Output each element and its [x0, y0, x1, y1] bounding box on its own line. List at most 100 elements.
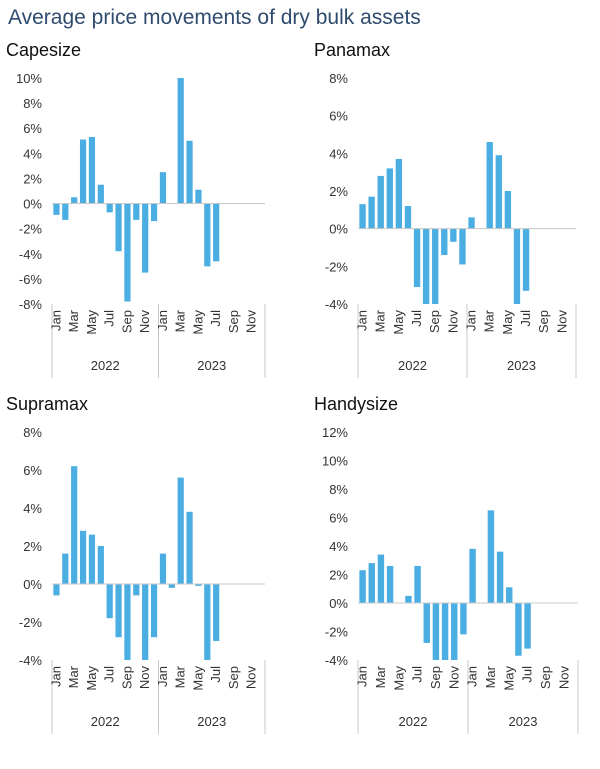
bar	[495, 155, 502, 229]
x-tick-label: Sep	[427, 310, 442, 333]
y-tick-label: 0%	[23, 197, 42, 212]
bar	[386, 565, 394, 603]
x-tick-label: May	[190, 666, 205, 691]
bar	[150, 584, 158, 638]
bar	[414, 565, 421, 603]
bar	[213, 203, 220, 262]
x-tick-label: May	[84, 310, 99, 335]
x-tick-label: Jul	[102, 666, 117, 683]
x-tick-label: Sep	[226, 310, 241, 333]
y-tick-label: 2%	[329, 184, 348, 199]
bar	[469, 548, 476, 603]
bar	[432, 603, 440, 660]
bar	[186, 140, 193, 204]
bar	[377, 554, 385, 603]
page-title: Average price movements of dry bulk asse…	[8, 6, 421, 29]
bar	[159, 172, 167, 204]
year-group-label: 2022	[399, 714, 428, 729]
bar	[88, 534, 96, 584]
y-tick-label: 6%	[329, 109, 348, 124]
panel-capesize: Capesize 10% 8% 6% 4% 2% 0% -2% -4% -6% -8% Jan Mar…	[0, 40, 300, 415]
bar	[450, 228, 457, 242]
bar	[62, 203, 69, 220]
bar	[53, 203, 60, 215]
year-group-label: 2023	[197, 358, 226, 373]
bar	[62, 553, 69, 584]
panel-title-handysize: Handysize	[314, 394, 399, 414]
x-tick-label: May	[84, 666, 99, 691]
y-tick-label: 4%	[329, 539, 348, 554]
x-tick-label: Jan	[355, 666, 370, 687]
y-tick-label: 6%	[23, 121, 42, 136]
bar	[460, 603, 467, 635]
y-tick-label: 8%	[23, 96, 42, 111]
bar	[395, 158, 403, 229]
y-tick-label: 2%	[23, 539, 42, 554]
x-tick-label: Mar	[173, 309, 188, 332]
panamax-chart: 8%6%4%2%0%-2%-4%Jan Mar May Jul Sep Nov Jan Mar…	[325, 71, 577, 378]
year-group-label: 2023	[197, 714, 226, 729]
y-tick-label: -2%	[325, 625, 349, 640]
year-group-label: 2023	[507, 358, 536, 373]
x-tick-label: Sep	[226, 666, 241, 689]
bar	[79, 139, 87, 204]
x-tick-label: Mar	[66, 309, 81, 332]
bar	[204, 584, 211, 660]
y-tick-label: -2%	[19, 222, 43, 237]
bar	[106, 203, 113, 213]
year-group-label: 2022	[91, 714, 120, 729]
y-tick-label: 0%	[23, 577, 42, 592]
bar	[133, 203, 140, 220]
bar	[377, 175, 384, 229]
bar	[213, 584, 220, 641]
x-tick-label: Sep	[119, 310, 134, 333]
y-tick-label: 2%	[329, 568, 348, 583]
x-tick-label: Jul	[409, 310, 424, 327]
x-tick-label: Jan	[155, 310, 170, 331]
bar	[386, 168, 393, 229]
bar	[133, 584, 140, 596]
bar	[177, 78, 184, 204]
y-tick-label: -4%	[19, 247, 43, 262]
x-tick-label: May	[391, 666, 406, 691]
x-tick-label: May	[391, 310, 406, 335]
supramax-chart: 8%6%4%2%0%-2%-4%Jan Mar May Jul Sep Nov Jan Mar…	[19, 425, 266, 734]
bar	[468, 217, 475, 229]
y-tick-label: 8%	[329, 71, 348, 86]
bar	[106, 584, 113, 619]
y-tick-label: -8%	[19, 297, 43, 312]
y-tick-label: -4%	[19, 653, 43, 668]
bar	[522, 228, 530, 291]
bar	[368, 196, 375, 229]
bar	[124, 203, 131, 302]
bar	[515, 603, 522, 656]
x-tick-label: Mar	[373, 309, 388, 332]
panel-title-panamax: Panamax	[314, 40, 391, 60]
x-tick-label: Jul	[208, 666, 223, 683]
bar	[487, 510, 495, 603]
bar	[359, 204, 366, 229]
panel-handysize: Handysize 12% 10% 8% 6% 4% 2% 0% -2% -4% Jan Mar Ma…	[308, 394, 600, 769]
y-tick-label: 4%	[23, 501, 42, 516]
x-tick-label: Sep	[428, 666, 443, 689]
x-tick-label: Mar	[373, 665, 388, 688]
bar	[97, 546, 104, 584]
panel-supramax: Supramax 8% 6% 4% 2% 0% -2% -4% Jan Mar May Jul Sep…	[0, 394, 300, 769]
x-tick-label: Jan	[48, 310, 63, 331]
x-tick-label: Sep	[538, 666, 553, 689]
bar	[432, 228, 439, 304]
x-tick-label: Jan	[48, 666, 63, 687]
bar	[124, 584, 131, 660]
x-tick-label: May	[190, 310, 205, 335]
x-tick-label: Nov	[554, 310, 569, 334]
y-tick-label: 4%	[329, 146, 348, 161]
x-tick-label: Nov	[137, 310, 152, 334]
x-tick-label: Nov	[556, 666, 571, 690]
y-tick-label: -6%	[19, 272, 43, 287]
bar	[359, 570, 366, 603]
bar	[142, 584, 149, 660]
panel-title-capesize: Capesize	[6, 40, 82, 60]
x-tick-label: Jul	[102, 310, 117, 327]
y-tick-label: 10%	[16, 71, 42, 86]
bar	[195, 584, 202, 586]
